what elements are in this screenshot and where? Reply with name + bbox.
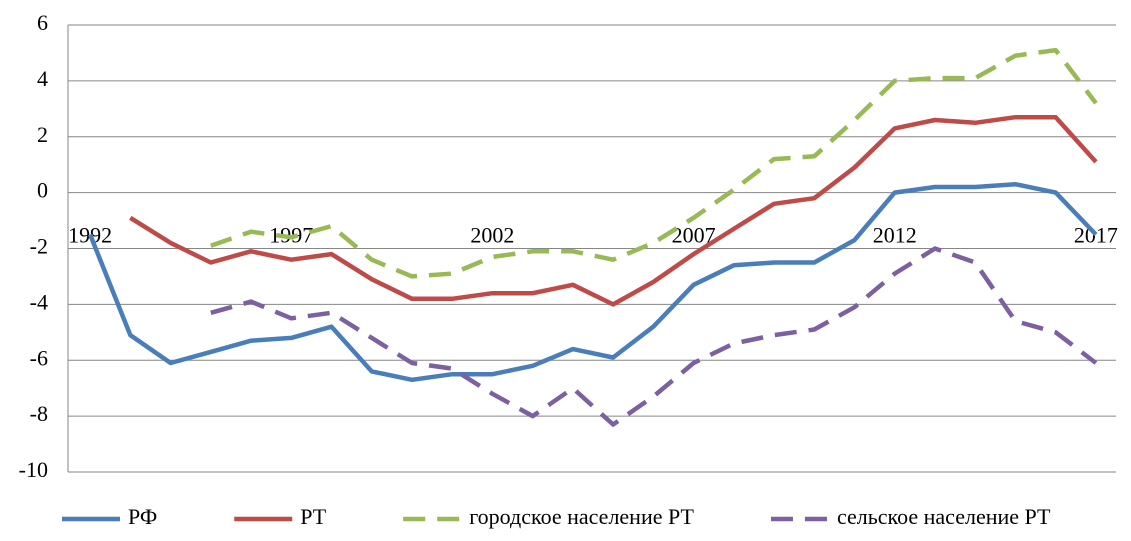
y-tick-label: -2 bbox=[30, 234, 48, 259]
y-tick-label: 6 bbox=[37, 10, 48, 35]
series-line bbox=[88, 181, 1098, 383]
series-line bbox=[210, 47, 1098, 279]
y-tick-label: -8 bbox=[30, 401, 48, 426]
y-tick-label: 2 bbox=[37, 122, 48, 147]
y-tick-label: 0 bbox=[37, 178, 48, 203]
y-tick-label: 4 bbox=[37, 66, 48, 91]
legend-label: сельское население РТ bbox=[837, 504, 1051, 529]
y-tick-label: -6 bbox=[30, 345, 48, 370]
legend-label: РТ bbox=[300, 504, 327, 529]
y-tick-label: -4 bbox=[30, 289, 48, 314]
series-line bbox=[129, 114, 1098, 307]
x-tick-label: 2012 bbox=[873, 223, 917, 248]
series-line bbox=[210, 246, 1098, 427]
x-tick-label: 2017 bbox=[1074, 223, 1118, 248]
legend-label: РФ bbox=[128, 504, 157, 529]
x-tick-label: 2002 bbox=[470, 223, 514, 248]
y-tick-label: -10 bbox=[19, 457, 48, 482]
legend-label: городское население РТ bbox=[469, 504, 694, 529]
